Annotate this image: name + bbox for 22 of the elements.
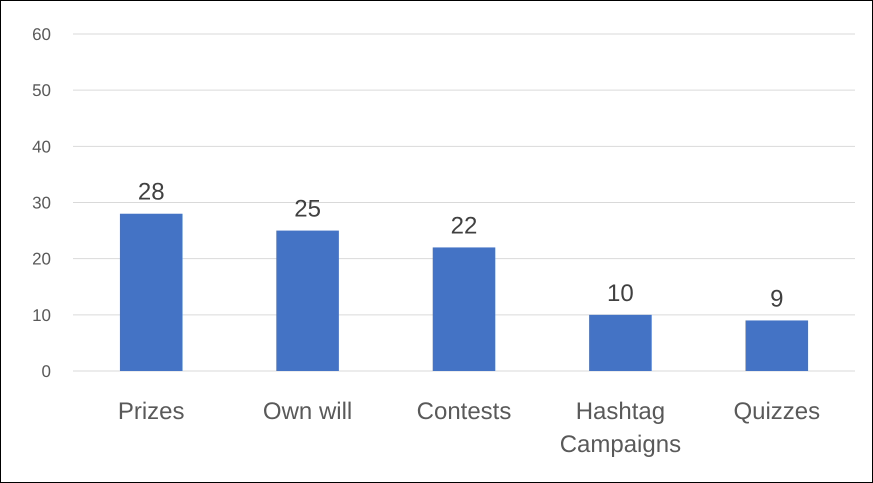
y-tick-label: 20	[32, 250, 51, 269]
x-tick-label: Contests	[416, 398, 512, 425]
bar	[120, 214, 182, 371]
data-label: 25	[294, 196, 321, 223]
bar	[276, 230, 339, 371]
y-tick-label: 50	[32, 81, 51, 100]
data-label: 9	[770, 285, 784, 312]
bar	[432, 247, 496, 371]
x-tick-label: Quizzes	[733, 398, 820, 425]
bar	[589, 314, 652, 371]
bar	[746, 320, 808, 371]
y-tick-label: 10	[32, 306, 51, 325]
y-tick-label: 0	[42, 362, 51, 381]
y-tick-label: 30	[32, 193, 51, 212]
data-label: 28	[138, 178, 165, 206]
x-tick-label: Prizes	[118, 398, 185, 425]
y-tick-label: 40	[32, 137, 51, 156]
data-label: 10	[607, 280, 634, 307]
y-tick-label: 60	[32, 24, 51, 44]
data-label: 22	[450, 212, 478, 240]
x-tick-label: Hashtag Campaigns	[560, 398, 682, 458]
x-tick-label: Own will	[262, 398, 352, 425]
